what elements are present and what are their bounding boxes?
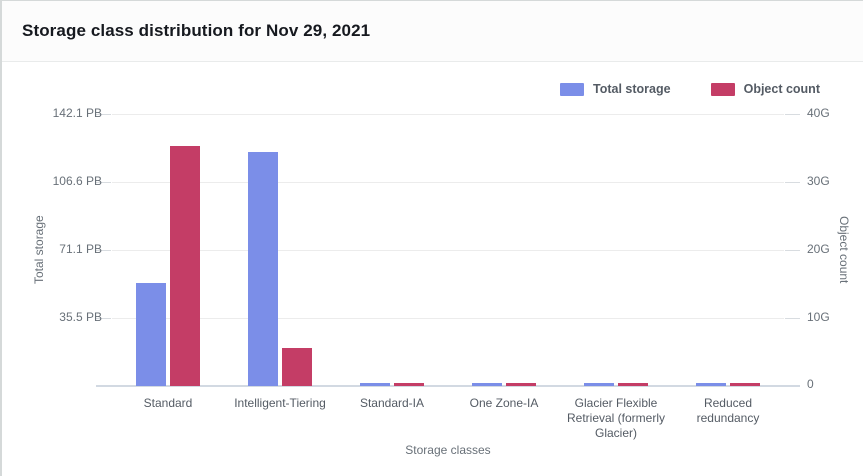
gridline <box>112 250 784 251</box>
left-axis-tick-label: 142.1 PB <box>52 106 102 120</box>
legend-item-total-storage[interactable]: Total storage <box>560 82 671 96</box>
chart-legend: Total storage Object count <box>560 82 820 96</box>
bar-object-count-2[interactable] <box>394 383 424 386</box>
right-axis-tick-label: 0 <box>807 377 814 391</box>
legend-label: Object count <box>743 82 820 96</box>
total-storage-swatch-icon <box>560 82 585 96</box>
gridline <box>112 182 784 183</box>
right-axis-tick-label: 20G <box>807 242 830 256</box>
bar-total-storage-3[interactable] <box>472 383 502 386</box>
bar-object-count-4[interactable] <box>618 383 648 386</box>
left-tick-mark <box>96 182 111 183</box>
x-axis-title: Storage classes <box>405 443 491 457</box>
x-axis-line <box>96 385 800 387</box>
x-category-label: Glacier Flexible Retrieval (formerly Gla… <box>566 396 665 440</box>
bar-object-count-0[interactable] <box>170 146 200 386</box>
right-tick-mark <box>785 182 800 183</box>
bar-object-count-3[interactable] <box>506 383 536 386</box>
x-category-label: Standard <box>143 396 193 410</box>
chart-region: Total storage Object count Total storage… <box>2 63 863 476</box>
bar-object-count-1[interactable] <box>282 348 312 386</box>
right-axis-tick-label: 10G <box>807 310 830 324</box>
left-axis-tick-label: 71.1 PB <box>59 242 102 256</box>
left-tick-mark <box>96 318 111 319</box>
legend-label: Total storage <box>593 82 671 96</box>
bar-object-count-5[interactable] <box>730 383 760 386</box>
bar-total-storage-1[interactable] <box>248 152 278 386</box>
card-header: Storage class distribution for Nov 29, 2… <box>2 1 863 62</box>
left-axis-tick-label: 106.6 PB <box>52 174 102 188</box>
gridline <box>112 318 784 319</box>
right-tick-mark <box>785 114 800 115</box>
bar-total-storage-2[interactable] <box>360 383 390 386</box>
right-tick-mark <box>785 250 800 251</box>
right-tick-mark <box>785 318 800 319</box>
left-tick-mark <box>96 114 111 115</box>
left-tick-mark <box>96 250 111 251</box>
gridline <box>112 114 784 115</box>
object-count-swatch-icon <box>710 82 735 96</box>
legend-item-object-count[interactable]: Object count <box>710 82 820 96</box>
chart-title: Storage class distribution for Nov 29, 2… <box>22 21 371 40</box>
x-category-label: Intelligent-Tiering <box>234 396 326 410</box>
left-axis-tick-label: 35.5 PB <box>59 310 102 324</box>
right-axis-tick-label: 30G <box>807 174 830 188</box>
right-axis-title: Object count <box>837 216 851 284</box>
bar-total-storage-0[interactable] <box>136 283 166 386</box>
x-category-label: Reduced redundancy <box>696 396 760 425</box>
plot-area <box>96 114 800 387</box>
x-category-label: One Zone-IA <box>469 396 539 410</box>
bar-total-storage-4[interactable] <box>584 383 614 386</box>
bar-total-storage-5[interactable] <box>696 383 726 386</box>
right-axis-tick-label: 40G <box>807 106 830 120</box>
x-category-label: Standard-IA <box>359 396 425 410</box>
